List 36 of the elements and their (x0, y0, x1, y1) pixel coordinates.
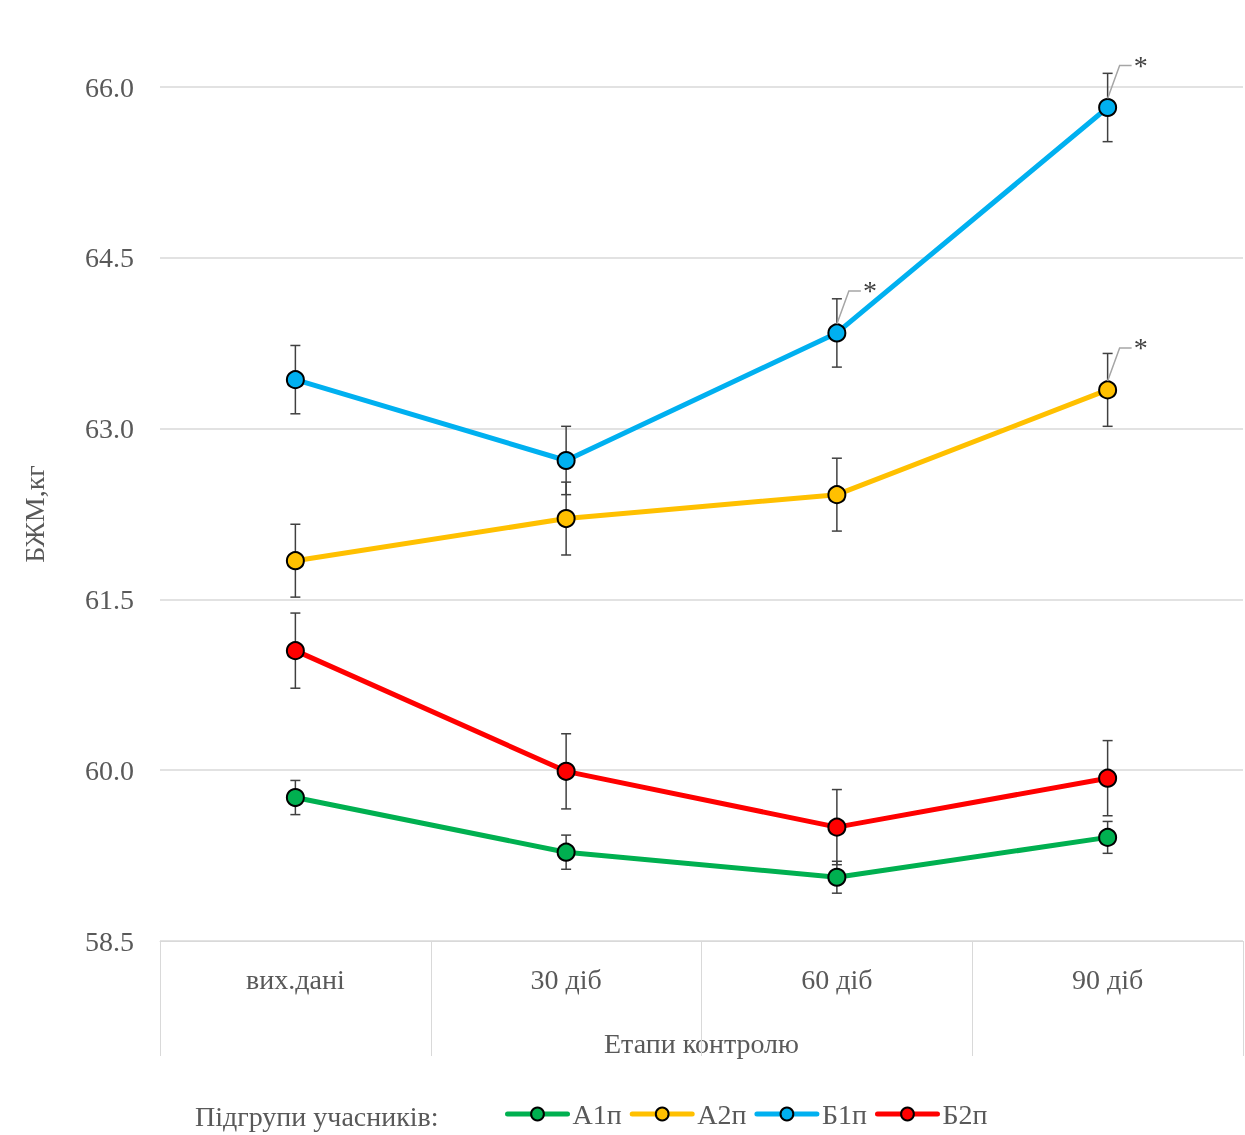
point (285, 788, 305, 808)
annotation: * (862, 275, 877, 307)
x-tick-label: вих.дані (246, 963, 345, 995)
legend-label: А1п (572, 1098, 622, 1130)
legend-label: А2п (697, 1098, 747, 1130)
point (556, 761, 576, 781)
x-axis-title: Етапи контролю (604, 1027, 799, 1059)
y-tick-label: 60.0 (85, 754, 134, 786)
point (285, 641, 305, 661)
point (1098, 827, 1118, 847)
x-tick-label: 60 діб (801, 963, 873, 995)
y-tick-label: 64.5 (85, 242, 134, 274)
point (1098, 768, 1118, 788)
point (827, 485, 847, 505)
annotation: * (1133, 332, 1148, 364)
point (1098, 380, 1118, 400)
point (827, 867, 847, 887)
legend-label: Б1п (821, 1098, 867, 1130)
y-tick-label: 61.5 (85, 583, 134, 615)
point (1098, 98, 1118, 117)
point (285, 551, 305, 571)
point (556, 509, 576, 529)
x-tick-label: 90 діб (1071, 963, 1144, 995)
point (827, 323, 847, 343)
y-tick-label: 58.5 (85, 925, 134, 957)
y-tick-label: 66.0 (85, 71, 134, 103)
y-tick-label: 63.0 (85, 413, 134, 445)
point (556, 842, 576, 862)
point (285, 370, 305, 390)
y-axis-title: БЖМ,кг (18, 465, 50, 563)
x-tick-label: 30 діб (530, 963, 602, 995)
point (556, 450, 576, 470)
legend-label: Б2п (942, 1098, 988, 1130)
point (827, 817, 847, 837)
legend-title: Підгрупи учасників: (195, 1100, 439, 1132)
annotation: * (1133, 50, 1148, 81)
